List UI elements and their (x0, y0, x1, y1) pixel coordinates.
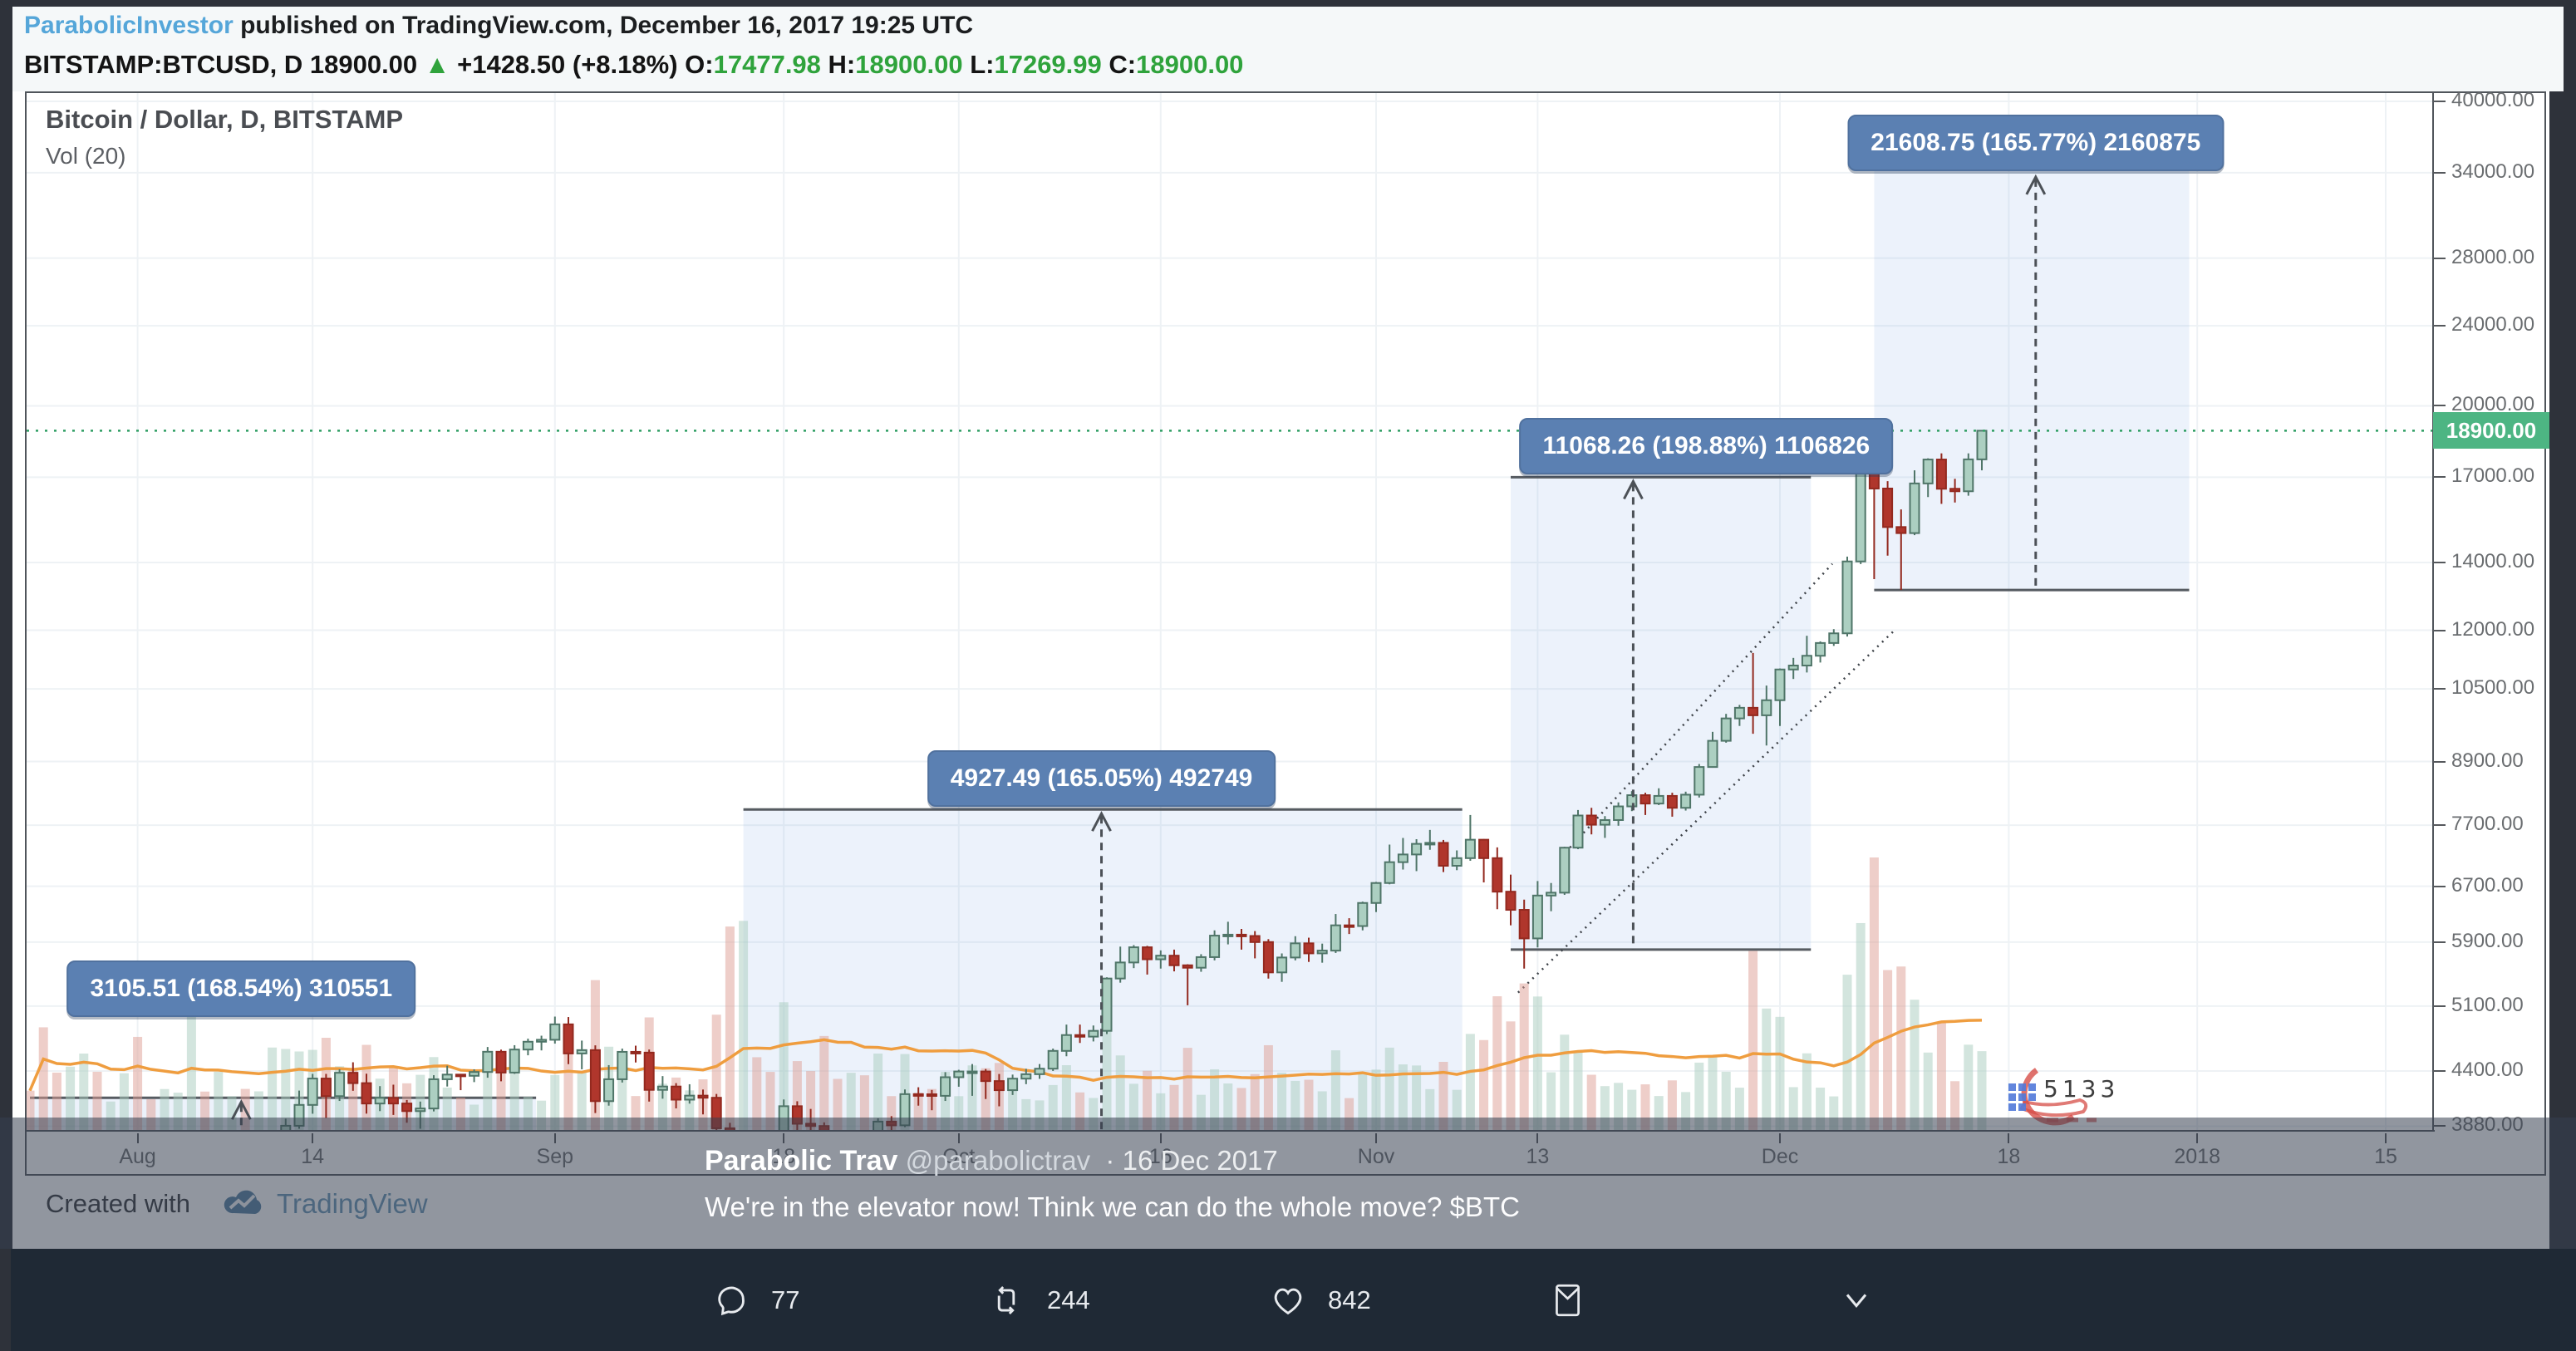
price-tick-mark (2433, 476, 2446, 479)
high-value: 18900.00 (855, 50, 963, 79)
symbol: BITSTAMP:BTCUSD, D (24, 50, 303, 79)
dm-button[interactable] (1550, 1249, 1585, 1351)
chart-box (25, 91, 2546, 1176)
retweet-button[interactable]: 244 (987, 1249, 1090, 1351)
measured-move-label-2: 4927.49 (165.05%) 492749 (927, 750, 1276, 807)
chevron-down-icon (1846, 1293, 1867, 1308)
action-bar: 77 244 842 (11, 1249, 2576, 1351)
price-tick-mark (2433, 257, 2446, 259)
price-tick-label: 5900.00 (2451, 929, 2524, 952)
chart-title: Bitcoin / Dollar, D, BITSTAMP (46, 105, 404, 134)
price-tick-mark (2433, 405, 2446, 407)
retweet-count: 244 (1047, 1285, 1090, 1314)
tweet-date: 16 Dec 2017 (1122, 1145, 1278, 1176)
measured-move-label-1: 3105.51 (168.54%) 310551 (66, 960, 416, 1017)
chart-widget[interactable]: Bitcoin / Dollar, D, BITSTAMP Vol (20) 3… (12, 89, 2549, 1249)
price-tick-mark (2433, 1069, 2446, 1072)
price-tick-mark (2433, 760, 2446, 763)
price-tick-mark (2433, 885, 2446, 887)
tradingview-publish-header: ParabolicInvestor published on TradingVi… (12, 7, 2564, 91)
price-tick-label: 14000.00 (2451, 550, 2535, 573)
price-tick-label: 8900.00 (2451, 749, 2524, 772)
low-label: L: (970, 50, 995, 79)
price-tick-label: 24000.00 (2451, 313, 2535, 337)
price-tick-label: 28000.00 (2451, 245, 2535, 268)
price-tick-mark (2433, 325, 2446, 327)
close-value: 18900.00 (1136, 50, 1244, 79)
price-tick-label: 12000.00 (2451, 617, 2535, 641)
symbol-ohlc-line: BITSTAMP:BTCUSD, D 18900.00 ▲ +1428.50 (… (24, 50, 1243, 80)
price-tick-mark (2433, 562, 2446, 564)
open-value: 17477.98 (713, 50, 821, 79)
change: +1428.50 (+8.18%) (457, 50, 678, 79)
price-tick-label: 6700.00 (2451, 873, 2524, 897)
price-tick-label: 7700.00 (2451, 813, 2524, 836)
like-count: 842 (1328, 1285, 1371, 1314)
open-label: O: (685, 50, 714, 79)
last-price: 18900.00 (309, 50, 418, 79)
measured-move-label-4: 21608.75 (165.77%) 2160875 (1847, 115, 2225, 171)
low-value: 17269.99 (994, 50, 1102, 79)
price-tick-label: 5100.00 (2451, 993, 2524, 1016)
svg-text:5133: 5133 (2043, 1075, 2119, 1103)
envelope-icon (1556, 1284, 1580, 1316)
like-button[interactable]: 842 (1270, 1249, 1371, 1351)
chart-canvas (27, 93, 2435, 1132)
tweet-author-handle: @parabolictrav (905, 1145, 1091, 1176)
price-tick-mark (2433, 629, 2446, 631)
price-tick-label: 40000.00 (2451, 89, 2535, 111)
publish-line: ParabolicInvestor published on TradingVi… (24, 12, 973, 40)
price-tick-mark (2433, 824, 2446, 827)
close-label: C: (1109, 50, 1137, 79)
tweet-author-name: Parabolic Trav (705, 1145, 898, 1177)
publish-info: published on TradingView.com, December 1… (233, 12, 974, 39)
price-tick-mark (2433, 941, 2446, 943)
high-label: H: (828, 50, 856, 79)
tweet-text-block: Parabolic Trav @parabolictrav · 16 Dec 2… (705, 1145, 1520, 1223)
tweet-separator: · (1105, 1145, 1115, 1176)
current-price-badge: 18900.00 (2433, 412, 2549, 450)
tweet-body: We're in the elevator now! Think we can … (705, 1191, 1520, 1222)
price-tick-label: 10500.00 (2451, 676, 2535, 700)
price-tick-mark (2433, 171, 2446, 174)
price-tick-label: 34000.00 (2451, 160, 2535, 183)
price-tick-label: 20000.00 (2451, 393, 2535, 416)
reply-button[interactable]: 77 (713, 1249, 799, 1351)
reply-icon (718, 1286, 745, 1315)
up-arrow-icon: ▲ (424, 50, 450, 79)
price-tick-mark (2433, 101, 2446, 102)
heart-icon (1274, 1288, 1302, 1314)
price-tick-label: 4400.00 (2451, 1058, 2524, 1081)
price-tick-label: 17000.00 (2451, 464, 2535, 488)
reply-count: 77 (771, 1285, 800, 1314)
measured-move-label-3: 11068.26 (198.88%) 1106826 (1519, 418, 1894, 474)
author-link: ParabolicInvestor (24, 12, 234, 39)
retweet-icon (997, 1285, 1015, 1314)
expand-button[interactable] (1837, 1249, 1875, 1351)
chart-indicator-label: Vol (20) (46, 143, 126, 169)
price-tick-mark (2433, 688, 2446, 690)
tweet-overlay (0, 1118, 2576, 1249)
price-tick-mark (2433, 1005, 2446, 1007)
